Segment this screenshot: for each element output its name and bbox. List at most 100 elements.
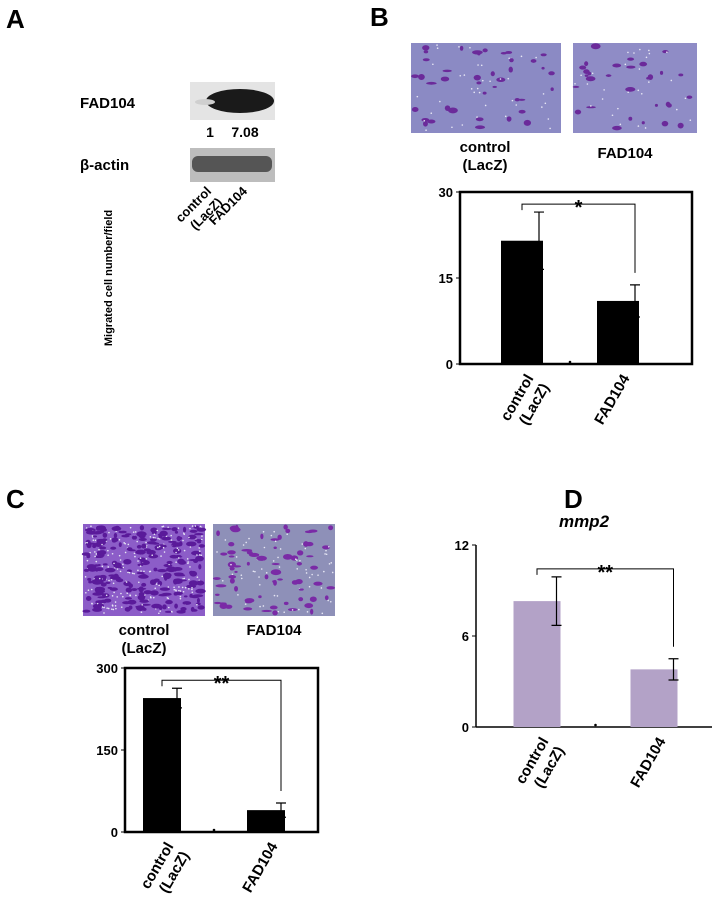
cell [661, 120, 669, 127]
panel-letter: D [564, 484, 583, 514]
pore [95, 560, 98, 563]
cell [190, 595, 200, 599]
pore [670, 79, 673, 82]
pore [122, 595, 124, 598]
cell [164, 610, 173, 613]
pore [627, 51, 629, 54]
pore [689, 119, 692, 121]
pore [637, 89, 640, 92]
pore [151, 554, 154, 556]
pore [547, 118, 550, 120]
cell [572, 85, 580, 88]
cell [113, 532, 118, 539]
pore [591, 72, 594, 75]
cell [163, 573, 172, 580]
cell [158, 593, 168, 597]
pore [140, 611, 143, 613]
pore [603, 89, 605, 91]
x-tick-label: FAD104 [627, 734, 670, 791]
cell [418, 74, 425, 80]
cell [99, 546, 107, 550]
pore [134, 555, 136, 558]
pore [86, 541, 88, 544]
cell [625, 87, 636, 92]
cell [296, 562, 303, 566]
cell [96, 538, 106, 542]
cell [229, 566, 235, 571]
cell [148, 554, 159, 559]
pore [85, 591, 87, 594]
pore [154, 587, 157, 590]
bar [597, 300, 639, 364]
cell [665, 101, 671, 107]
pore [84, 576, 87, 578]
pore [115, 607, 117, 610]
pore [145, 557, 148, 560]
cell [153, 578, 160, 582]
pore [141, 603, 143, 606]
pore [149, 536, 152, 538]
pore [94, 555, 96, 558]
pore [476, 87, 479, 90]
cell [177, 558, 185, 564]
cell [229, 578, 235, 584]
pore [139, 565, 142, 567]
cell [165, 600, 173, 605]
pore [127, 571, 129, 574]
pore [520, 55, 523, 58]
blot-quantification: 7.08 [231, 124, 258, 140]
cell [605, 74, 612, 77]
pore [619, 123, 622, 126]
cell [97, 563, 101, 567]
cell [128, 583, 133, 589]
cell [444, 105, 451, 111]
pore [436, 47, 439, 50]
cell [151, 603, 162, 609]
pore [98, 577, 101, 580]
cell [87, 566, 98, 572]
pore [122, 566, 125, 569]
pore [111, 604, 114, 606]
pore [127, 543, 130, 546]
pore [108, 531, 110, 534]
cell [291, 580, 299, 585]
cell [125, 587, 133, 593]
cell [139, 558, 146, 563]
cell [584, 74, 589, 77]
bar [247, 810, 285, 832]
pore [135, 594, 137, 597]
cell [273, 546, 277, 550]
cell [157, 580, 163, 586]
pore [175, 561, 177, 563]
cell [212, 577, 221, 580]
significance-label: ** [214, 673, 230, 695]
pore [304, 547, 307, 550]
pore [191, 586, 193, 589]
cell [169, 554, 178, 559]
pore [128, 571, 131, 574]
pore [461, 124, 464, 126]
pore [328, 545, 330, 548]
pore [299, 560, 301, 562]
pore [188, 587, 190, 590]
axis-dot [212, 828, 216, 832]
pore [158, 612, 160, 615]
bar [630, 669, 678, 727]
pore [198, 547, 201, 549]
pore [274, 540, 277, 543]
pore [139, 557, 142, 559]
pore [179, 590, 182, 592]
cell [612, 125, 622, 131]
error-bar [630, 284, 640, 318]
pore [119, 559, 122, 561]
cell [442, 69, 452, 73]
significance-bracket [521, 203, 636, 273]
pore [230, 563, 232, 566]
pore [676, 108, 678, 111]
pore [648, 52, 651, 55]
pore [637, 125, 640, 127]
cell [496, 77, 506, 83]
cell [124, 597, 132, 600]
pore [201, 535, 203, 537]
pore [105, 594, 108, 597]
